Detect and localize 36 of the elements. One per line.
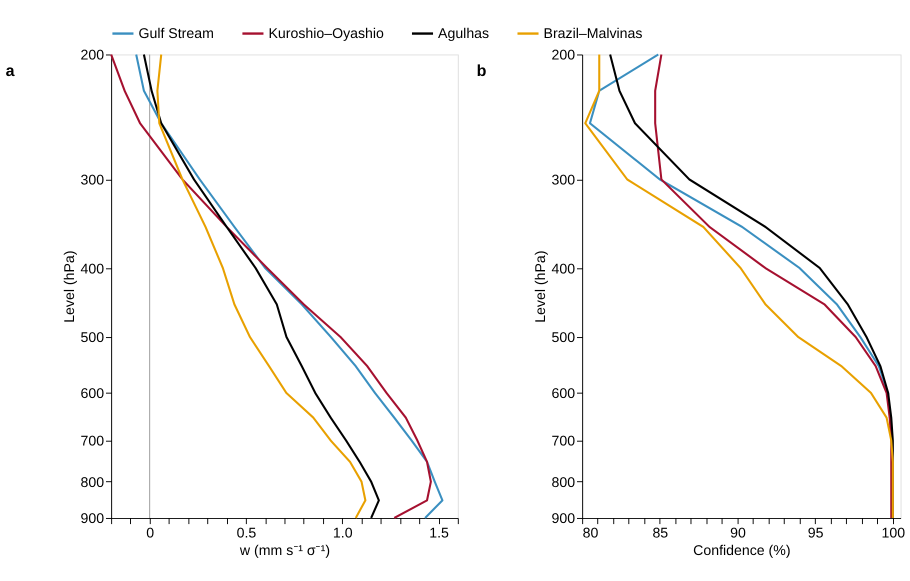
y-tick-label: 300 [552,172,576,188]
x-tick-label: 100 [881,524,906,540]
y-axis-title: Level (hPa) [60,250,77,323]
y-tick-label: 700 [80,432,104,449]
y-tick-label: 800 [80,474,104,490]
y-tick-label: 500 [552,329,576,346]
y-tick-label: 600 [80,385,104,402]
x-tick-label: 0.5 [236,524,256,540]
x-tick-label: 90 [730,524,746,540]
x-tick-label: 95 [808,524,824,540]
text: a [6,63,15,80]
legend-label: Kuroshio–Oyashio [268,25,384,42]
y-tick-label: 800 [552,474,576,490]
x-tick-label: 1.0 [332,524,353,540]
text: b [476,63,487,80]
y-tick-label: 200 [80,46,104,63]
line-series [654,53,892,520]
y-tick-label: 700 [552,432,576,449]
y-tick-label: 900 [80,510,104,526]
x-axis-title: w (mm s⁻¹ σ⁻¹) [238,542,330,558]
x-tick-label: 1.5 [429,524,449,540]
x-tick-label: 0 [146,524,154,540]
x-tick-label: 85 [652,524,668,540]
y-tick-label: 600 [552,385,576,402]
legend-label: Agulhas [438,25,490,42]
y-axis-title: Level (hPa) [532,250,548,323]
x-axis-title: Confidence (%) [693,542,791,558]
y-tick-label: 400 [80,260,104,276]
y-tick-label: 300 [80,172,104,188]
y-tick-label: 200 [552,46,576,63]
legend-label: Brazil–Malvinas [544,25,642,42]
y-tick-label: 500 [80,329,104,346]
y-tick-label: 400 [552,260,576,276]
x-tick-label: 80 [582,524,598,540]
y-tick-label: 900 [552,510,576,526]
legend-label: Gulf Stream [138,25,214,42]
